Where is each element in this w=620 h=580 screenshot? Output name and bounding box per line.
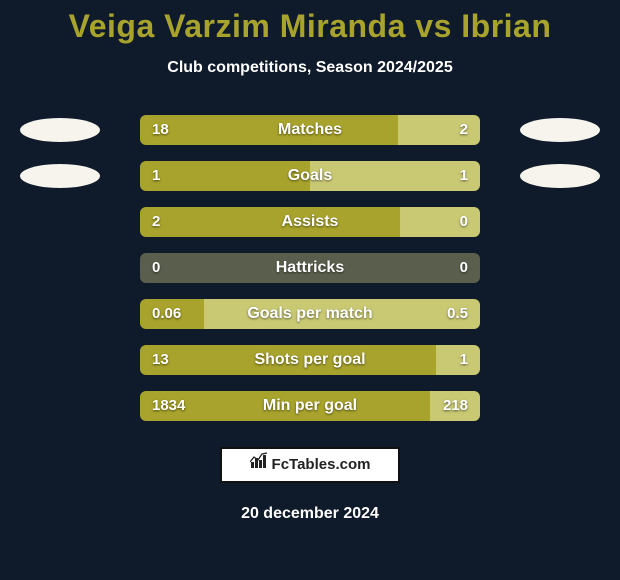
stat-name: Min per goal	[140, 391, 480, 421]
stat-row: 1834218Min per goal	[0, 391, 620, 421]
stat-name: Matches	[140, 115, 480, 145]
stat-row: 20Assists	[0, 207, 620, 237]
logo-text: FcTables.com	[272, 456, 371, 473]
chart-icon	[250, 449, 268, 481]
comparison-chart: 182Matches 11Goals 20Assists 00Hattricks 0.0…	[0, 115, 620, 421]
stat-name: Hattricks	[140, 253, 480, 283]
stat-bar-track: 1834218Min per goal	[140, 391, 480, 421]
stat-row: 182Matches	[0, 115, 620, 145]
date-label: 20 december 2024	[0, 505, 620, 523]
stat-bar-track: 131Shots per goal	[140, 345, 480, 375]
stat-name: Assists	[140, 207, 480, 237]
stat-bar-track: 11Goals	[140, 161, 480, 191]
page-subtitle: Club competitions, Season 2024/2025	[0, 59, 620, 77]
stat-row: 131Shots per goal	[0, 345, 620, 375]
stat-bar-track: 0.060.5Goals per match	[140, 299, 480, 329]
stat-bar-track: 00Hattricks	[140, 253, 480, 283]
stat-name: Goals per match	[140, 299, 480, 329]
player-badge-right	[520, 118, 600, 142]
page-title: Veiga Varzim Miranda vs Ibrian	[0, 0, 620, 45]
fctables-logo: FcTables.com	[220, 447, 400, 483]
stat-bar-track: 20Assists	[140, 207, 480, 237]
stat-row: 11Goals	[0, 161, 620, 191]
stat-name: Shots per goal	[140, 345, 480, 375]
player-badge-right	[520, 164, 600, 188]
stat-row: 0.060.5Goals per match	[0, 299, 620, 329]
stat-bar-track: 182Matches	[140, 115, 480, 145]
player-badge-left	[20, 118, 100, 142]
stat-row: 00Hattricks	[0, 253, 620, 283]
player-badge-left	[20, 164, 100, 188]
stat-name: Goals	[140, 161, 480, 191]
